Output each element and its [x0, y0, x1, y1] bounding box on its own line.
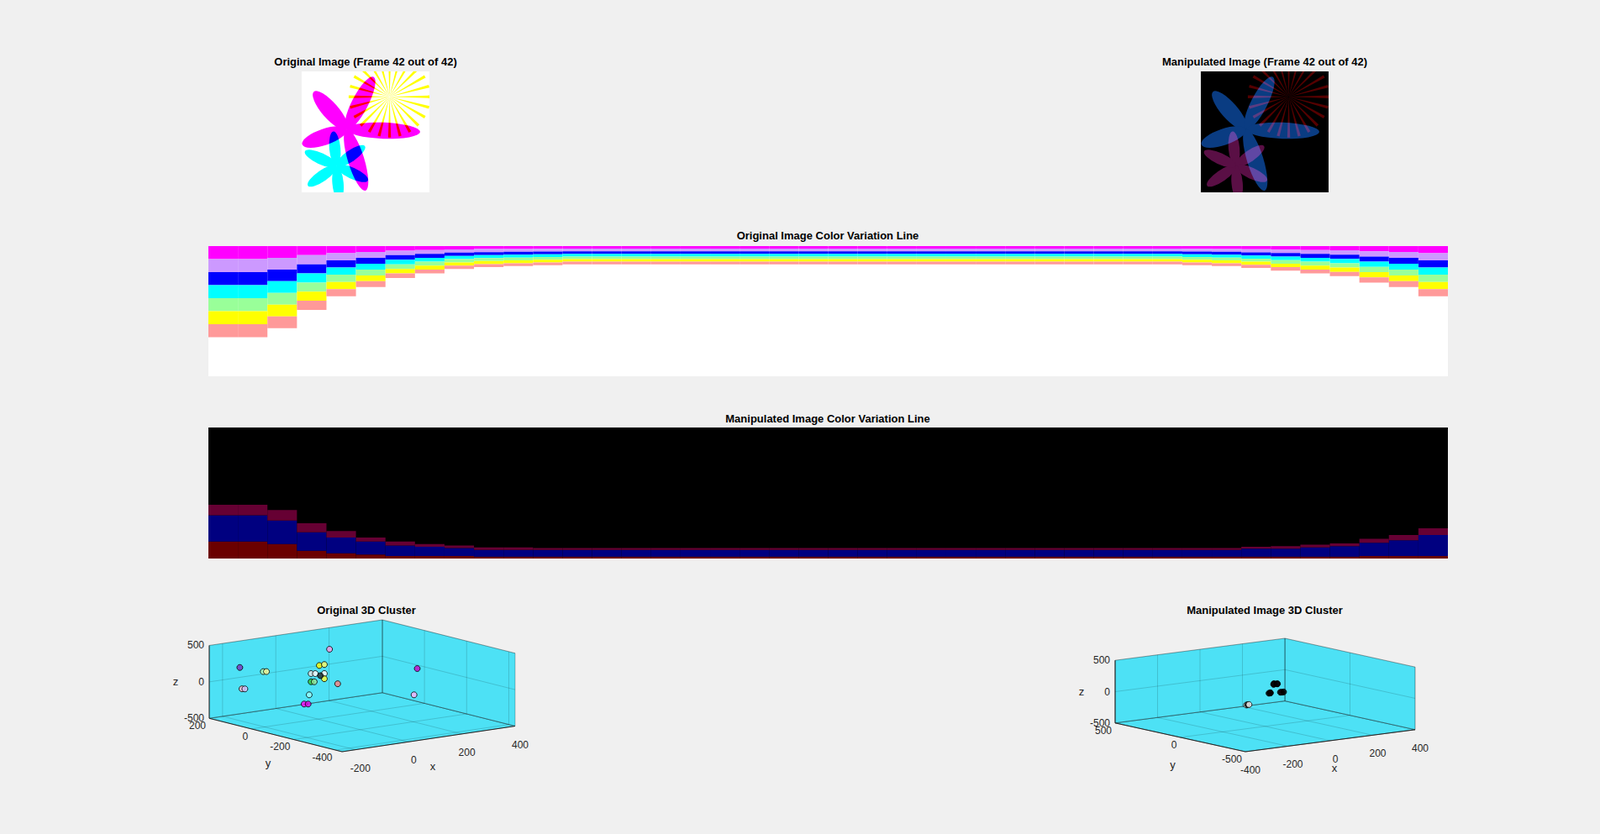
svg-text:-400: -400 — [311, 752, 332, 764]
svg-text:0: 0 — [198, 676, 205, 689]
svg-text:400: 400 — [511, 739, 529, 752]
svg-text:0: 0 — [410, 754, 417, 767]
svg-text:0: 0 — [242, 731, 248, 743]
svg-text:500: 500 — [1093, 654, 1111, 667]
svg-text:0: 0 — [1104, 686, 1111, 699]
svg-text:-200: -200 — [1282, 758, 1303, 771]
svg-text:-500: -500 — [1089, 717, 1111, 730]
svg-text:500: 500 — [1094, 725, 1112, 737]
svg-text:x: x — [430, 760, 437, 774]
svg-text:x: x — [1331, 762, 1338, 775]
svg-text:Manipulated Image (Frame 42 ou: Manipulated Image (Frame 42 out of 42) — [1162, 55, 1368, 69]
svg-text:-400: -400 — [1240, 764, 1261, 777]
svg-text:Original 3D Cluster: Original 3D Cluster — [316, 604, 416, 617]
svg-text:0: 0 — [1332, 753, 1339, 766]
svg-text:Original Image Color Variation: Original Image Color Variation Line — [736, 229, 920, 243]
svg-text:400: 400 — [1411, 742, 1429, 755]
svg-text:z: z — [1078, 685, 1085, 699]
svg-text:y: y — [265, 757, 272, 770]
svg-text:-200: -200 — [269, 741, 290, 753]
svg-text:0: 0 — [1171, 739, 1178, 752]
svg-text:-500: -500 — [184, 712, 205, 725]
svg-text:y: y — [1169, 758, 1176, 772]
svg-text:Manipulated Image 3D Cluster: Manipulated Image 3D Cluster — [1186, 604, 1343, 617]
svg-text:200: 200 — [1368, 747, 1386, 760]
svg-text:500: 500 — [187, 639, 205, 652]
svg-text:Manipulated Image Color Variat: Manipulated Image Color Variation Line — [725, 412, 930, 426]
svg-text:-200: -200 — [350, 763, 371, 775]
svg-text:200: 200 — [458, 747, 476, 759]
svg-text:200: 200 — [189, 720, 206, 733]
svg-text:-500: -500 — [1221, 753, 1243, 766]
svg-text:Original Image (Frame 42 out o: Original Image (Frame 42 out of 42) — [273, 55, 457, 69]
svg-text:z: z — [173, 675, 179, 689]
